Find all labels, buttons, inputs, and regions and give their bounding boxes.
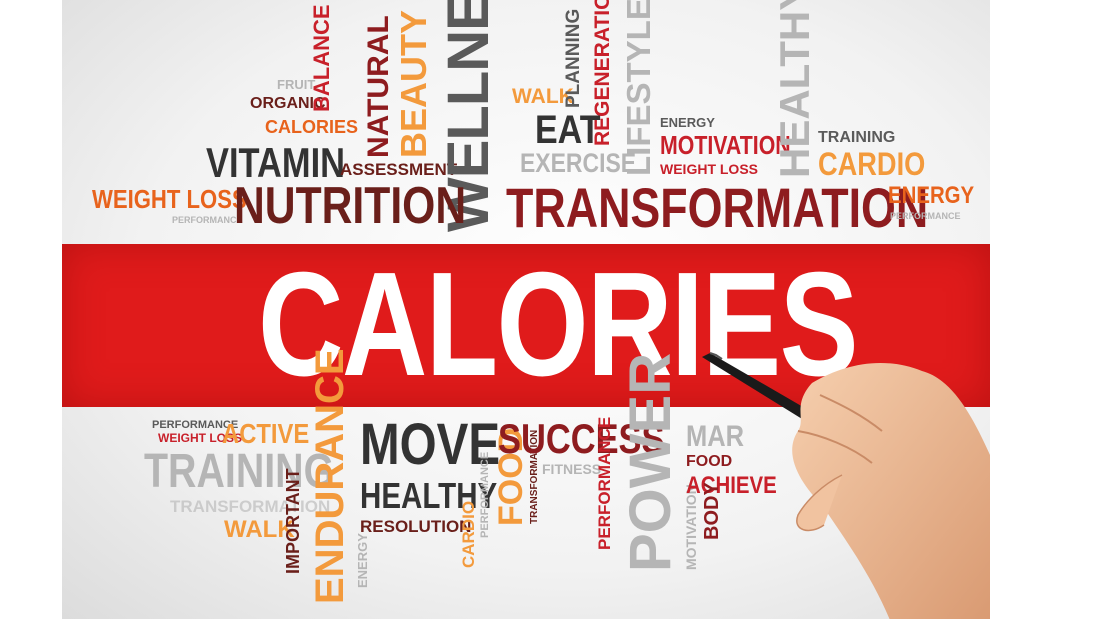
word-eat: EAT: [535, 108, 601, 152]
word-performance-vertical-2: PERFORMANCE: [595, 416, 614, 550]
word-endurance: ENDURANCE: [308, 348, 352, 604]
word-fitness: FITNESS: [542, 461, 602, 477]
word-exercise: EXERCISE: [520, 148, 637, 178]
word-beauty: BEAUTY: [393, 9, 434, 158]
word-power: POWER: [618, 352, 683, 572]
word-performance-bottom: PERFORMANCE: [152, 419, 239, 431]
word-healthy-bottom: HEALTHY: [360, 475, 498, 516]
word-resolution: RESOLUTION: [360, 517, 472, 536]
hand-holding-marker-image: [702, 352, 990, 619]
word-planning: PLANNING: [563, 8, 584, 108]
word-weight-loss: WEIGHT LOSS: [92, 184, 247, 214]
word-lifestyle: LIFESTYLE: [620, 0, 657, 176]
hand: [792, 362, 990, 619]
word-energy-bottom: ENERGY: [355, 533, 370, 588]
word-move: MOVE: [360, 412, 501, 477]
word-performance-left: PERFORMANCE: [172, 215, 243, 225]
word-natural: NATURAL: [362, 15, 395, 158]
word-transformation-bottom: TRANSFORMATION: [170, 497, 331, 516]
word-important: IMPORTANT: [283, 468, 303, 574]
word-transformation: TRANSFORMATION: [506, 176, 929, 239]
word-walk-top: WALK: [512, 85, 574, 108]
word-energy: ENERGY: [888, 182, 975, 209]
word-food-small: FOOD: [686, 453, 733, 470]
word-organic: ORGANIC: [250, 95, 326, 112]
word-performance-right: PERFORMANCE: [890, 211, 961, 221]
word-performance-vertical: PERFORMANCE: [479, 451, 491, 538]
word-success: SUCCESS: [498, 415, 665, 462]
word-walk-bottom: WALK: [224, 516, 295, 543]
word-healthy: HEALTHY: [771, 0, 818, 178]
word-training-top: TRAINING: [818, 129, 896, 146]
word-motivation: MOTIVATION: [660, 130, 791, 160]
word-fruit: FRUIT: [277, 77, 316, 92]
word-achieve: ACHIEVE: [686, 472, 777, 499]
word-cardio-bottom: CARDIO: [459, 500, 478, 568]
word-training-bottom: TRAINING: [144, 445, 335, 498]
word-weight-loss-bottom: WEIGHT LOSS: [158, 431, 242, 445]
word-balance: BALANCE: [309, 4, 334, 112]
word-energy-small: ENERGY: [660, 115, 715, 130]
word-assessment: ASSESSMENT: [340, 160, 458, 179]
word-calories-small: CALORIES: [265, 117, 359, 137]
word-cardio-top: CARDIO: [818, 146, 926, 182]
word-weight-loss-small: WEIGHT LOSS: [660, 161, 758, 177]
word-nutrition: NUTRITION: [234, 177, 467, 235]
word-cloud-image: FRUIT ORGANIC BALANCE CALORIES VITAMIN N…: [62, 0, 990, 619]
word-active: ACTIVE: [222, 418, 310, 449]
word-mar: MAR: [686, 420, 745, 453]
word-vitamin: VITAMIN: [206, 139, 346, 186]
